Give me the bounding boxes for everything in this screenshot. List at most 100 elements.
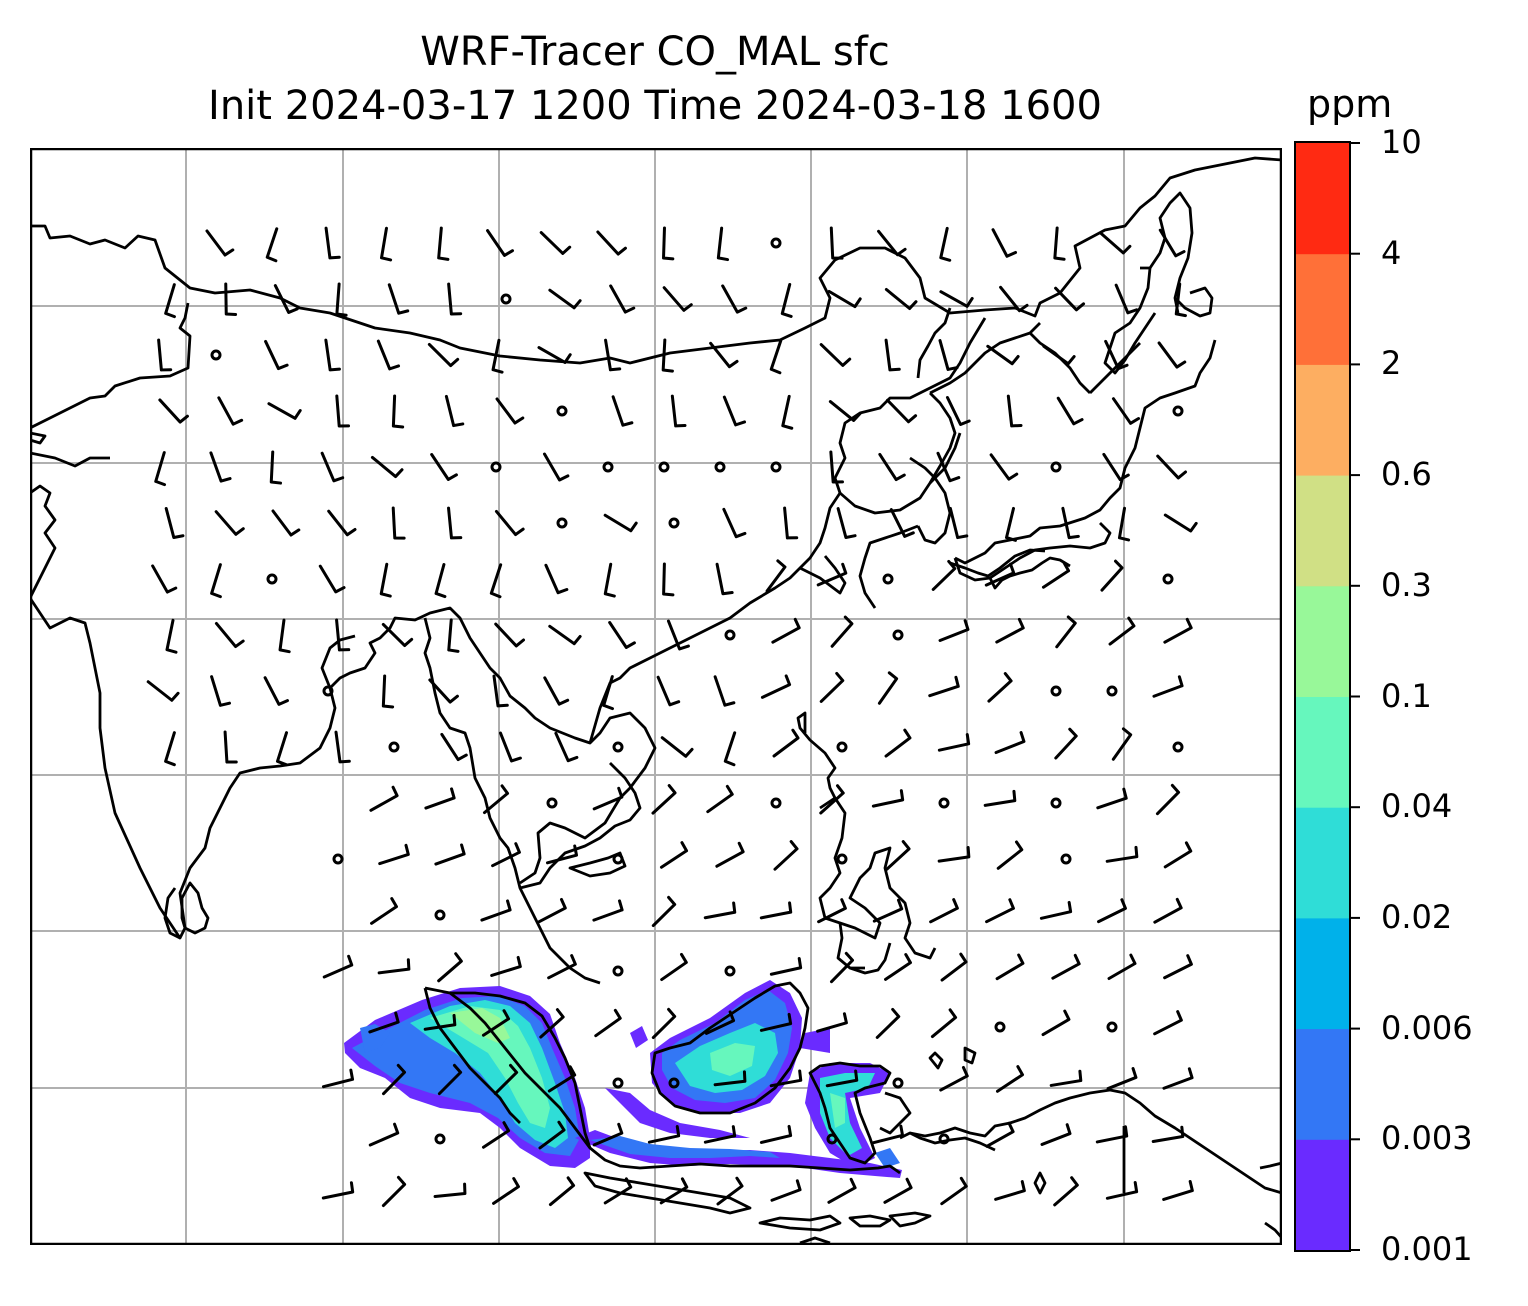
wind-barb (379, 562, 392, 598)
wind-barb (716, 226, 730, 262)
wind-barb (205, 229, 235, 257)
colorbar-band (1295, 696, 1350, 808)
wind-barb (938, 339, 959, 371)
wind-barb (369, 785, 399, 812)
wind-barb (656, 675, 681, 707)
calm-wind-marker (612, 1077, 624, 1089)
wind-barb (715, 841, 745, 868)
colorbar-band (1295, 917, 1350, 1030)
wind-barb (883, 1177, 913, 1204)
wind-barb (985, 1121, 1015, 1148)
wind-barb (759, 1124, 793, 1144)
calm-wind-marker (546, 797, 558, 809)
wind-barb (937, 733, 971, 752)
colorbar-tick-label: 0.001 (1381, 1230, 1473, 1268)
colorbar-band (1295, 143, 1350, 255)
colorbar-tick-label: 0.006 (1381, 1008, 1473, 1047)
wind-barb (214, 510, 245, 536)
wind-barb (760, 674, 792, 699)
wind-barb (437, 952, 463, 983)
wind-barb (721, 284, 748, 314)
colorbar-band (1295, 475, 1350, 587)
wind-barb (480, 899, 512, 922)
wind-barb (703, 901, 737, 920)
wind-barb (1155, 783, 1181, 816)
wind-barb (1163, 617, 1193, 644)
wind-barb (604, 338, 622, 372)
wind-barb (158, 398, 189, 424)
wind-barb (278, 618, 291, 654)
wind-barb (884, 953, 912, 981)
wind-barb (836, 507, 857, 539)
wind-barb (544, 563, 569, 595)
calm-wind-marker (714, 461, 726, 473)
calm-wind-marker (892, 629, 904, 641)
wind-barb (871, 1124, 905, 1145)
wind-barb (995, 953, 1025, 981)
calm-wind-marker (1060, 853, 1072, 865)
wind-barb (706, 784, 734, 814)
calm-wind-marker (332, 853, 344, 865)
calm-wind-marker (1172, 405, 1184, 417)
wind-barb (387, 283, 410, 315)
wind-barb (542, 452, 570, 482)
wind-barb (722, 507, 747, 539)
wind-barb (437, 226, 450, 261)
calm-wind-marker (882, 573, 894, 585)
wind-barb (1054, 727, 1078, 760)
calm-wind-marker (1050, 797, 1062, 809)
calm-wind-marker (770, 237, 782, 249)
wind-barb (376, 339, 401, 371)
wind-barb (1053, 1176, 1079, 1207)
calm-wind-marker (770, 461, 782, 473)
wind-barb (381, 1175, 407, 1208)
wind-barb (494, 509, 525, 537)
calm-wind-marker (602, 461, 614, 473)
wind-barb (930, 1008, 958, 1039)
wind-barb (209, 451, 232, 483)
wind-barb (929, 898, 959, 924)
calm-wind-marker (938, 1133, 950, 1145)
wind-barb (1105, 845, 1139, 863)
wind-barb (769, 957, 803, 976)
wind-barb (447, 282, 463, 316)
wind-barb (321, 1181, 355, 1200)
wind-barb (759, 901, 793, 920)
wind-barb (771, 617, 801, 644)
map-title-line2: Init 2024-03-17 1200 Time 2024-03-18 160… (208, 83, 1102, 129)
wind-barb (1111, 397, 1141, 425)
calm-wind-marker (724, 629, 736, 641)
wind-barb (324, 226, 341, 260)
wind-barb (594, 1008, 622, 1038)
wind-barb (1163, 954, 1193, 980)
wind-barb (1097, 898, 1127, 924)
calm-wind-marker (724, 965, 736, 977)
wind-barb (596, 230, 627, 256)
wind-barb (828, 400, 862, 422)
wind-barb (651, 784, 677, 815)
wind-barb (886, 398, 918, 424)
wind-barb (548, 1176, 576, 1207)
wind-barb (931, 559, 957, 591)
colorbar-tick-label: 0.1 (1381, 676, 1432, 715)
wind-barb (592, 786, 624, 811)
calm-wind-marker (556, 517, 568, 529)
wind-barb (875, 1007, 901, 1039)
wind-barb (320, 451, 345, 483)
wind-barb (482, 784, 510, 815)
wind-barb (996, 840, 1024, 870)
calm-wind-marker (612, 741, 624, 753)
wind-barb (781, 394, 794, 430)
wind-barb (537, 897, 567, 924)
wind-barb (819, 671, 845, 703)
colorbar-tick-label: 0.003 (1381, 1119, 1473, 1158)
wind-barb (165, 618, 178, 654)
wind-barb (938, 619, 970, 642)
calm-wind-marker (1106, 685, 1118, 697)
wind-barb (1051, 953, 1081, 980)
wind-barb (210, 675, 231, 707)
wind-barb (1056, 396, 1084, 426)
wind-barb (1095, 1125, 1129, 1144)
colorbar-band (1295, 585, 1350, 697)
wind-barb (889, 508, 915, 538)
